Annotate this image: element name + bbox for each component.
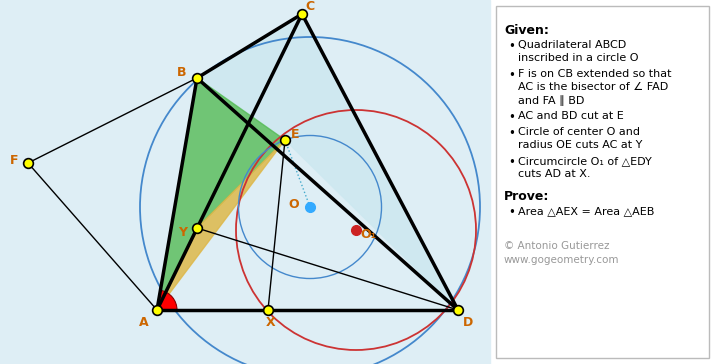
Polygon shape <box>0 0 490 364</box>
Polygon shape <box>197 14 458 310</box>
Text: X: X <box>266 317 276 329</box>
Text: Circumcircle O₁ of △EDY
cuts AD at X.: Circumcircle O₁ of △EDY cuts AD at X. <box>518 156 652 179</box>
Text: Y: Y <box>179 226 187 238</box>
Polygon shape <box>157 78 285 310</box>
Text: •: • <box>508 40 515 53</box>
Text: F is on CB extended so that
AC is the bisector of ∠ FAD
and FA ∥ BD: F is on CB extended so that AC is the bi… <box>518 69 671 106</box>
Polygon shape <box>157 140 285 310</box>
Text: •: • <box>508 156 515 169</box>
Text: B: B <box>177 67 187 79</box>
Text: Given:: Given: <box>504 24 549 37</box>
Text: O: O <box>289 198 300 211</box>
Text: Area △AEX = Area △AEB: Area △AEX = Area △AEB <box>518 206 654 216</box>
Text: •: • <box>508 111 515 124</box>
Text: •: • <box>508 127 515 140</box>
FancyBboxPatch shape <box>496 6 709 358</box>
Text: •: • <box>508 69 515 82</box>
Wedge shape <box>157 290 177 310</box>
Text: F: F <box>10 154 19 166</box>
Text: A: A <box>139 317 149 329</box>
Text: Circle of center O and
radius OE cuts AC at Y: Circle of center O and radius OE cuts AC… <box>518 127 642 150</box>
Text: D: D <box>463 316 473 328</box>
Text: C: C <box>305 0 315 13</box>
Text: AC and BD cut at E: AC and BD cut at E <box>518 111 623 121</box>
Text: Quadrilateral ABCD
inscribed in a circle O: Quadrilateral ABCD inscribed in a circle… <box>518 40 638 63</box>
Text: •: • <box>508 206 515 219</box>
Text: © Antonio Gutierrez
www.gogeometry.com: © Antonio Gutierrez www.gogeometry.com <box>504 241 619 265</box>
Text: O₁: O₁ <box>360 229 376 241</box>
Text: Prove:: Prove: <box>504 190 549 203</box>
Text: E: E <box>291 128 300 142</box>
